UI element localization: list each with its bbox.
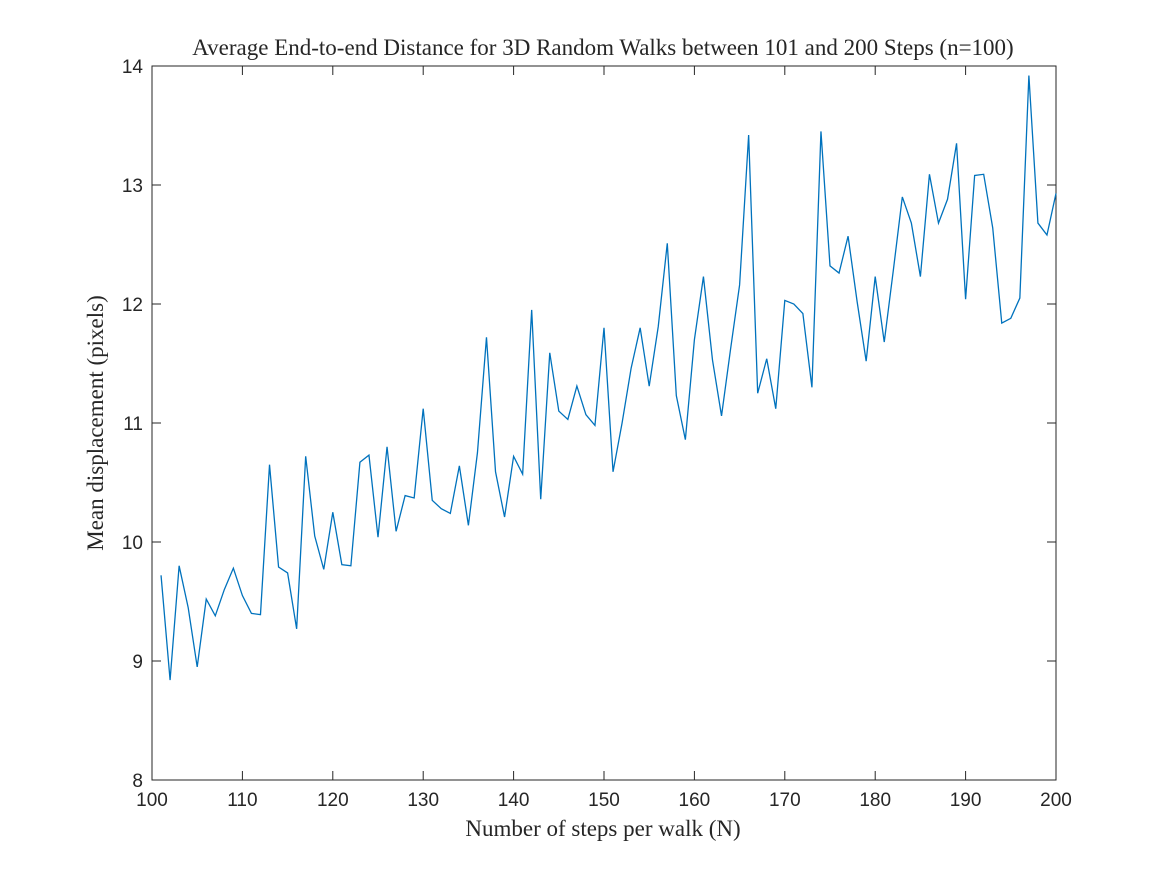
x-tick-label: 200 <box>1040 790 1072 811</box>
y-tick-label: 12 <box>122 295 143 316</box>
y-axis-label: Mean displacement (pixels) <box>83 295 108 550</box>
chart-title: Average End-to-end Distance for 3D Rando… <box>192 35 1013 60</box>
x-tick-label: 110 <box>227 790 257 811</box>
y-tick-label: 11 <box>123 414 143 435</box>
y-tick-label: 10 <box>122 533 143 554</box>
y-tick-label: 9 <box>132 652 143 673</box>
x-tick-label: 100 <box>136 790 168 811</box>
x-axis: 100 110 120 130 140 150 160 170 180 190 200 <box>136 66 1072 811</box>
series-line <box>160 75 1057 681</box>
x-tick-label: 120 <box>317 790 349 811</box>
x-tick-label: 160 <box>679 790 711 811</box>
plot-area: 8 9 10 11 12 13 14 100 110 120 130 140 150 160 170 180… <box>122 57 1072 811</box>
x-tick-label: 180 <box>859 790 891 811</box>
y-axis: 8 9 10 11 12 13 14 <box>122 57 1056 792</box>
x-tick-label: 190 <box>950 790 982 811</box>
x-axis-label: Number of steps per walk (N) <box>465 816 740 841</box>
x-tick-label: 170 <box>769 790 801 811</box>
axes-box <box>151 65 1057 781</box>
y-tick-label: 13 <box>122 176 143 197</box>
y-tick-label: 14 <box>122 57 144 78</box>
y-tick-label: 8 <box>132 771 143 792</box>
x-tick-label: 130 <box>407 790 439 811</box>
x-tick-label: 150 <box>588 790 620 811</box>
x-tick-label: 140 <box>498 790 530 811</box>
